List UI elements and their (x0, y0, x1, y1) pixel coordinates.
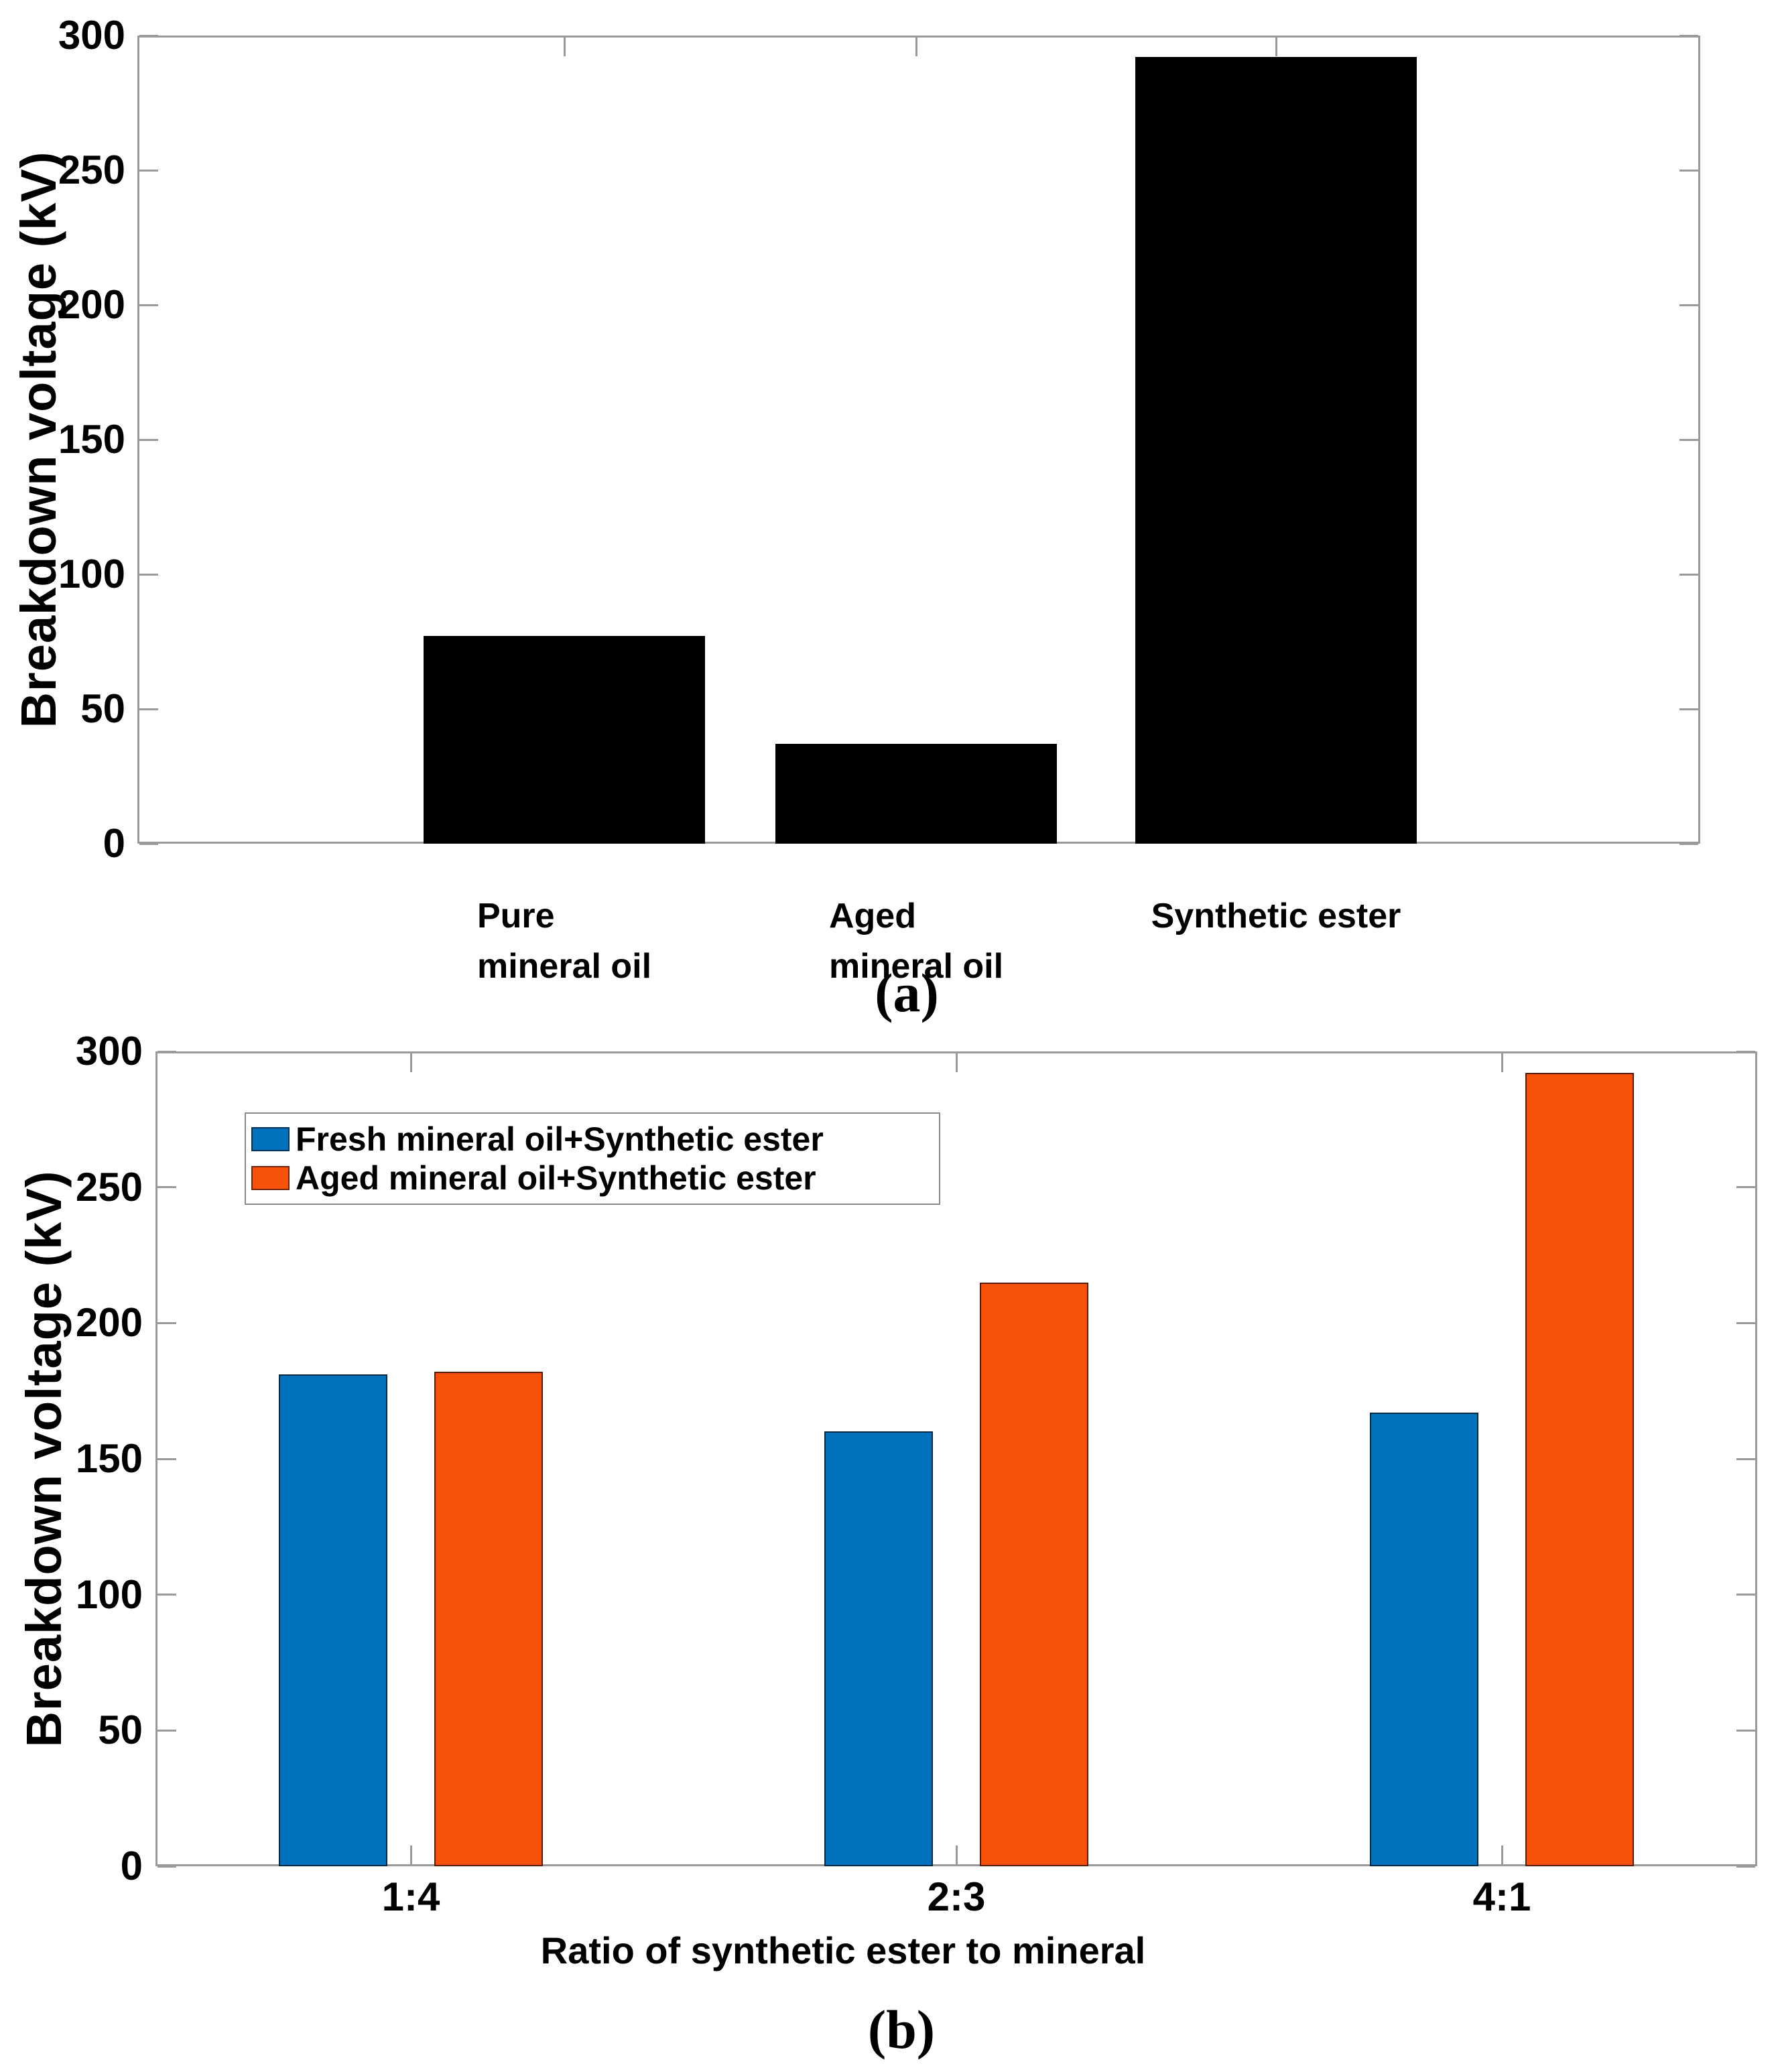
y-tick-left (139, 573, 158, 576)
x-tick-top (1501, 1053, 1503, 1072)
legend-label: Aged mineral oil+Synthetic ester (296, 1159, 816, 1197)
y-tick-right (1736, 1594, 1755, 1596)
caption-b: (b) (867, 1999, 936, 2060)
y-tick-label-200: 200 (75, 1300, 143, 1346)
bar-aged-mineral-oil-synthetic-ester-2-3 (980, 1282, 1088, 1866)
bar-synthetic-ester (1135, 57, 1417, 844)
x-tick-label-synthetic-ester: Synthetic ester (1151, 897, 1401, 935)
x-tick-label-aged-mineral-oil: Aged mineral oil (828, 897, 1004, 986)
x-tick-label-4-1: 4:1 (1472, 1874, 1531, 1919)
x-tick-top (563, 38, 566, 56)
y-tick-left (139, 438, 158, 441)
legend-box: Fresh mineral oil+Synthetic ester Aged mi… (245, 1112, 940, 1205)
y-tick-label-50: 50 (98, 1707, 143, 1753)
y-tick-right (1679, 169, 1698, 172)
y-tick-left (139, 169, 158, 172)
x-axis-title-b: Ratio of synthetic ester to mineral (540, 1929, 1146, 1971)
bar-aged-mineral-oil (775, 744, 1057, 844)
legend-swatch-fresh (251, 1126, 290, 1151)
y-tick-label-250: 250 (75, 1164, 143, 1210)
y-tick-right (1736, 1050, 1755, 1053)
bar-fresh-mineral-oil-synthetic-ester-1-4 (279, 1374, 387, 1866)
y-tick-left (139, 842, 158, 845)
x-tick-bottom (1501, 1846, 1503, 1864)
legend-label: Fresh mineral oil+Synthetic ester (296, 1120, 824, 1158)
y-tick-label-250: 250 (58, 147, 125, 192)
caption-a: (a) (875, 962, 939, 1023)
x-tick-top (915, 38, 917, 56)
y-tick-label-100: 100 (58, 552, 125, 596)
legend-swatch-aged (251, 1166, 290, 1191)
x-tick-bottom (955, 1846, 958, 1864)
x-tick-label-1-4: 1:4 (381, 1874, 440, 1919)
bar-aged-mineral-oil-synthetic-ester-1-4 (434, 1372, 543, 1866)
y-tick-label-100: 100 (75, 1571, 143, 1617)
y-tick-label-50: 50 (80, 686, 125, 731)
y-tick-right (1736, 1186, 1755, 1189)
x-tick-label-pure-mineral-oil: Pure mineral oil (476, 897, 652, 986)
y-tick-right (1679, 304, 1698, 306)
y-tick-left (157, 1729, 176, 1732)
y-tick-label-300: 300 (58, 13, 125, 58)
x-tick-top (409, 1053, 412, 1072)
y-tick-right (1679, 708, 1698, 710)
y-tick-right (1736, 1458, 1755, 1460)
plot-area-b (155, 1051, 1757, 1866)
y-tick-label-200: 200 (58, 282, 125, 327)
bar-pure-mineral-oil (424, 636, 705, 844)
y-tick-right (1736, 1865, 1755, 1868)
y-tick-label-150: 150 (58, 417, 125, 462)
bar-aged-mineral-oil-synthetic-ester-4-1 (1525, 1073, 1634, 1866)
y-tick-left (157, 1321, 176, 1324)
y-tick-left (157, 1186, 176, 1189)
y-tick-right (1736, 1321, 1755, 1324)
y-tick-left (157, 1594, 176, 1596)
bar-fresh-mineral-oil-synthetic-ester-4-1 (1370, 1413, 1478, 1866)
y-tick-left (139, 304, 158, 306)
x-tick-bottom (409, 1846, 412, 1864)
bar-fresh-mineral-oil-synthetic-ester-2-3 (824, 1431, 933, 1866)
y-tick-left (139, 34, 158, 37)
x-tick-label-2-3: 2:3 (927, 1874, 986, 1919)
y-tick-left (157, 1458, 176, 1460)
y-tick-label-0: 0 (120, 1843, 143, 1888)
x-tick-top (1275, 38, 1277, 56)
y-tick-label-150: 150 (75, 1436, 143, 1481)
y-tick-left (157, 1050, 176, 1053)
y-tick-label-0: 0 (103, 821, 125, 866)
x-tick-top (955, 1053, 958, 1072)
legend-item-aged-mineral-oil-synthetic-ester: Aged mineral oil+Synthetic ester (251, 1161, 934, 1195)
y-tick-label-300: 300 (75, 1029, 143, 1074)
y-tick-right (1679, 438, 1698, 441)
y-tick-right (1679, 573, 1698, 576)
plot-area-a (137, 36, 1700, 844)
y-tick-right (1736, 1729, 1755, 1732)
y-tick-right (1679, 34, 1698, 37)
legend-item-fresh-mineral-oil-synthetic-ester: Fresh mineral oil+Synthetic ester (251, 1122, 934, 1156)
y-tick-left (157, 1865, 176, 1868)
y-tick-left (139, 708, 158, 710)
y-tick-right (1679, 842, 1698, 845)
